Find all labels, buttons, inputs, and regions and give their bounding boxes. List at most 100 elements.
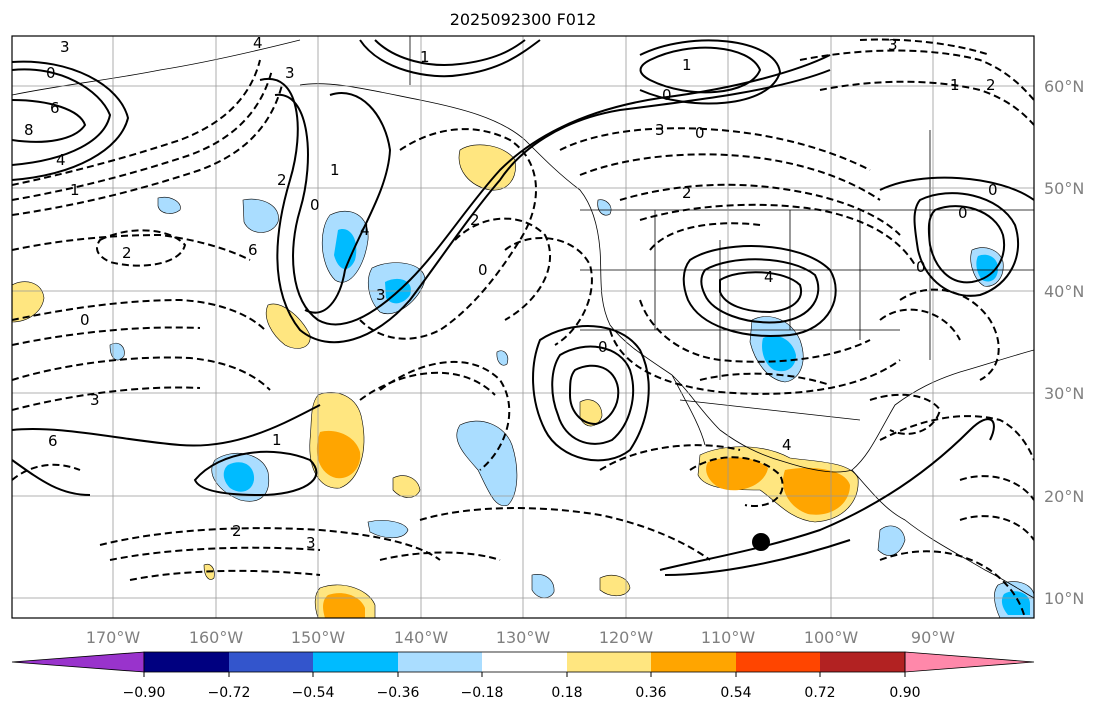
lon-label-130w: 130°W <box>496 628 551 647</box>
fill-negative-strong <box>334 229 357 270</box>
colorbar-segment <box>398 652 482 672</box>
colorbar-tick-label: −0.90 <box>123 685 166 701</box>
fill-negative-strong <box>976 254 998 282</box>
contour-label: 2 <box>232 522 242 540</box>
colorbar-segment <box>482 652 567 672</box>
contour-label: 2 <box>277 171 287 189</box>
latitude-labels: 60°N 50°N 40°N 30°N 20°N 10°N <box>1044 77 1084 608</box>
lat-label-40n: 40°N <box>1044 282 1084 301</box>
fill-positive <box>579 399 603 427</box>
lat-label-30n: 30°N <box>1044 384 1084 403</box>
contour-label: 4 <box>56 151 66 169</box>
lat-label-20n: 20°N <box>1044 487 1084 506</box>
fill-negative <box>531 574 555 599</box>
fill-negative <box>367 520 409 539</box>
fill-negative <box>597 199 612 216</box>
fill-negative <box>242 198 279 233</box>
lon-label-160w: 160°W <box>189 628 244 647</box>
lon-label-110w: 110°W <box>701 628 756 647</box>
colorbar-segment <box>567 652 651 672</box>
colorbar-segment <box>229 652 313 672</box>
contour-label: 3 <box>90 391 100 409</box>
fill-negative <box>109 342 125 361</box>
map-title: 2025092300 F012 <box>449 10 597 29</box>
contour-label: 0 <box>958 204 968 222</box>
lon-label-140w: 140°W <box>394 628 449 647</box>
lon-label-150w: 150°W <box>291 628 346 647</box>
colorbar-tick-label: −0.54 <box>292 685 335 701</box>
contour-label: 1 <box>682 56 692 74</box>
contour-label: 1 <box>420 48 430 66</box>
map-frame <box>11 35 1035 619</box>
fill-positive-strong <box>316 430 361 479</box>
contour-label: 4 <box>764 268 774 286</box>
colorbar-max-extend <box>904 651 1035 673</box>
contour-label: 0 <box>695 124 705 142</box>
colorbar-segment <box>820 652 905 672</box>
map-content: 3 0 6 8 4 1 2 0 3 6 4 3 2 0 1 4 6 3 1 1 … <box>12 34 1034 618</box>
contour-labels: 3 0 6 8 4 1 2 0 3 6 4 3 2 0 1 4 6 3 1 1 … <box>24 34 998 552</box>
fill-positive <box>599 575 631 597</box>
longitude-labels: 170°W 160°W 150°W 140°W 130°W 120°W 110°… <box>86 628 955 647</box>
contour-label: 6 <box>48 432 58 450</box>
colorbar-segment <box>736 652 820 672</box>
contour-label: 0 <box>662 86 672 104</box>
colorbar: −0.90 −0.72 −0.54 −0.36 −0.18 0.18 0.36 … <box>11 651 1035 701</box>
colorbar-tick-label: −0.36 <box>377 685 420 701</box>
colorbar-tick-label: 0.72 <box>804 685 835 701</box>
storm-center-marker <box>752 533 770 551</box>
contour-label: 0 <box>478 261 488 279</box>
solid-contours <box>12 39 1034 576</box>
contour-label: 1 <box>950 76 960 94</box>
fill-negative <box>877 525 906 556</box>
contour-label: 8 <box>24 121 34 139</box>
lon-label-120w: 120°W <box>599 628 654 647</box>
contour-label: 3 <box>306 534 316 552</box>
contour-label: 0 <box>988 181 998 199</box>
contour-label: 3 <box>888 36 898 54</box>
colorbar-tick-label: −0.72 <box>208 685 251 701</box>
lat-label-60n: 60°N <box>1044 77 1084 96</box>
colorbar-segment <box>313 652 398 672</box>
contour-label: 0 <box>310 196 320 214</box>
contour-label: 2 <box>470 211 480 229</box>
fill-positive-strong <box>782 467 850 515</box>
contour-label: 4 <box>253 34 263 52</box>
colorbar-min-extend <box>11 651 145 673</box>
contour-label: 1 <box>70 181 80 199</box>
fill-positive <box>12 281 45 323</box>
fill-negative <box>157 197 181 214</box>
colorbar-tick-label: 0.18 <box>551 685 582 701</box>
fill-negative <box>496 350 509 366</box>
colorbar-tick-label: 0.90 <box>889 685 920 701</box>
fill-negative-strong <box>223 462 255 492</box>
contour-label: 3 <box>285 64 295 82</box>
lon-label-90w: 90°W <box>911 628 955 647</box>
contour-label: 0 <box>598 338 608 356</box>
colorbar-segment <box>144 652 229 672</box>
colorbar-tick-label: −0.18 <box>461 685 504 701</box>
contour-label: 2 <box>986 76 996 94</box>
contour-label: 0 <box>46 64 56 82</box>
colorbar-tick-label: 0.36 <box>635 685 666 701</box>
fill-positive <box>265 303 311 349</box>
fill-positive <box>392 475 421 498</box>
contour-label: 0 <box>80 311 90 329</box>
contour-label: 2 <box>682 184 692 202</box>
dashed-contours <box>12 38 1034 618</box>
fill-positive-strong <box>323 593 365 618</box>
contour-label: 3 <box>655 121 665 139</box>
contour-label: 4 <box>782 436 792 454</box>
lat-label-50n: 50°N <box>1044 179 1084 198</box>
colorbar-tick-label: 0.54 <box>720 685 751 701</box>
contour-label: 6 <box>248 241 258 259</box>
lat-label-10n: 10°N <box>1044 589 1084 608</box>
colorbar-ticks <box>143 672 906 677</box>
contour-label: 1 <box>272 431 282 449</box>
contour-label: 3 <box>60 38 70 56</box>
contour-label: 3 <box>376 286 386 304</box>
lon-label-100w: 100°W <box>804 628 859 647</box>
contour-label: 0 <box>916 258 926 276</box>
contour-label: 2 <box>122 244 132 262</box>
